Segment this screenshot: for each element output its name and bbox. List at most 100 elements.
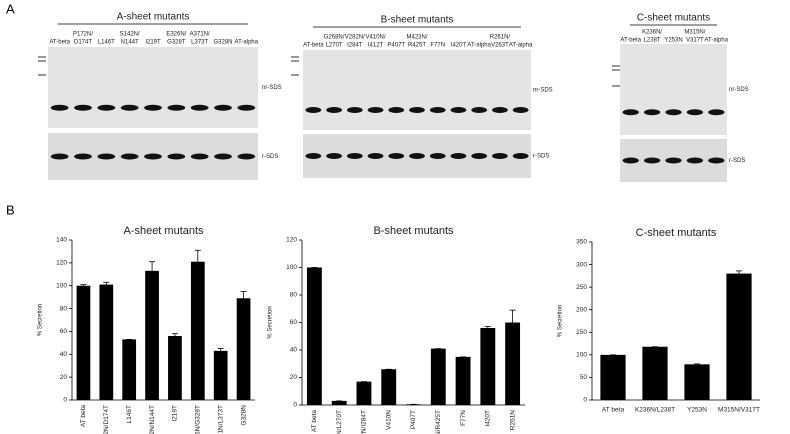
lane-label: AT-alpha — [509, 43, 533, 49]
lane-label: L238T — [644, 38, 661, 44]
band — [305, 153, 322, 159]
lane-label: M423N/ — [406, 35, 427, 41]
band — [367, 107, 384, 113]
band — [492, 153, 508, 159]
x-tick-label: S142N/N144T — [149, 405, 156, 434]
band — [167, 153, 186, 160]
lane-label: D174T — [74, 40, 92, 46]
band — [622, 157, 639, 164]
y-tick-label: 150 — [576, 329, 587, 336]
y-tick-label: 120 — [286, 237, 297, 244]
y-tick-label: 120 — [56, 260, 67, 267]
band — [346, 153, 363, 159]
x-tick-label: Y253N — [687, 407, 707, 414]
y-axis-label: % Secretion — [558, 305, 564, 337]
band — [120, 153, 139, 160]
x-tick-label: P407T — [410, 410, 417, 429]
band — [708, 109, 725, 116]
band — [429, 153, 446, 159]
y-tick-label: 300 — [576, 261, 587, 268]
lane-label: S142N/ — [120, 32, 140, 38]
x-tick-label: L146T — [126, 405, 133, 423]
gel-nr — [48, 47, 258, 128]
y-tick-label: 20 — [60, 374, 68, 381]
lane-label: P407T — [387, 43, 405, 49]
band — [450, 153, 467, 159]
band — [643, 157, 661, 164]
lane-label: AT-beta — [620, 38, 641, 44]
chart-title: A-sheet mutants — [123, 225, 204, 237]
bar — [600, 354, 626, 400]
lane-label: R425T — [408, 43, 426, 49]
band — [74, 153, 92, 160]
band — [471, 107, 488, 113]
band — [144, 104, 162, 111]
band — [214, 104, 232, 111]
lane-label: G328N — [213, 40, 232, 46]
band — [190, 104, 209, 111]
gel-nr — [303, 50, 531, 130]
lane-label: G328T — [167, 40, 186, 46]
lane-label: V410N/ — [366, 35, 386, 41]
chart-title: B-sheet mutants — [373, 225, 454, 237]
gel-label: r-SDS — [729, 158, 745, 164]
band — [643, 109, 661, 116]
bar — [236, 298, 251, 400]
x-tick-label: P172N/D174T — [103, 405, 110, 434]
lane-label: V317T — [686, 38, 704, 44]
lane-label: M315N/ — [684, 30, 705, 36]
gel-label: nr-SDS — [729, 87, 749, 93]
bar — [480, 328, 496, 405]
y-tick-label: 140 — [56, 237, 67, 244]
y-tick-label: 50 — [580, 374, 588, 381]
y-axis-label: % Secretion — [268, 306, 274, 338]
lane-label: N144T — [121, 40, 139, 46]
band — [686, 157, 704, 164]
bar — [168, 336, 182, 400]
bar — [213, 350, 228, 400]
band — [214, 153, 232, 160]
band — [388, 153, 405, 159]
lane-label: E326N/ — [166, 32, 186, 38]
lane-label: F77N — [430, 43, 445, 49]
band — [305, 107, 322, 113]
y-tick-label: 0 — [293, 402, 297, 409]
gel-nr — [620, 44, 727, 135]
x-tick-label: A371N/L373T — [217, 405, 224, 434]
gel-label: r-SDS — [533, 154, 549, 160]
band — [409, 107, 425, 113]
band — [326, 107, 342, 113]
bar — [356, 381, 372, 405]
lane-label: AT-beta — [49, 40, 70, 46]
x-tick-label: K236N/L238T — [635, 407, 675, 414]
blot-title: A-sheet mutants — [117, 12, 190, 23]
band — [665, 157, 682, 164]
bar — [306, 267, 322, 405]
y-tick-label: 250 — [576, 284, 587, 291]
bar — [455, 356, 471, 405]
lane-label: AT-alpha — [705, 38, 729, 44]
lane-label: AT-alpha — [467, 43, 491, 49]
y-tick-label: 20 — [290, 374, 298, 381]
band — [97, 153, 116, 160]
y-tick-label: 80 — [60, 305, 68, 312]
lane-label: I420T — [451, 43, 467, 49]
x-tick-label: V282N/I284T — [361, 410, 368, 434]
panel-label: B — [6, 202, 15, 217]
y-axis-label: % Secretion — [38, 304, 44, 336]
band — [512, 153, 529, 159]
gel-label: nr-SDS — [262, 85, 282, 91]
band — [326, 153, 342, 159]
band — [190, 153, 209, 160]
bar — [381, 369, 397, 405]
lane-label: I284T — [347, 43, 363, 49]
x-tick-label: M315N/V317T — [718, 407, 760, 414]
x-tick-label: F77N — [460, 410, 467, 426]
lane-label: L146T — [98, 40, 115, 46]
bar — [122, 339, 137, 400]
bar — [331, 400, 347, 405]
lane-label: AT-alpha — [235, 40, 259, 46]
lane-label: I219T — [145, 40, 161, 46]
band — [388, 107, 405, 113]
